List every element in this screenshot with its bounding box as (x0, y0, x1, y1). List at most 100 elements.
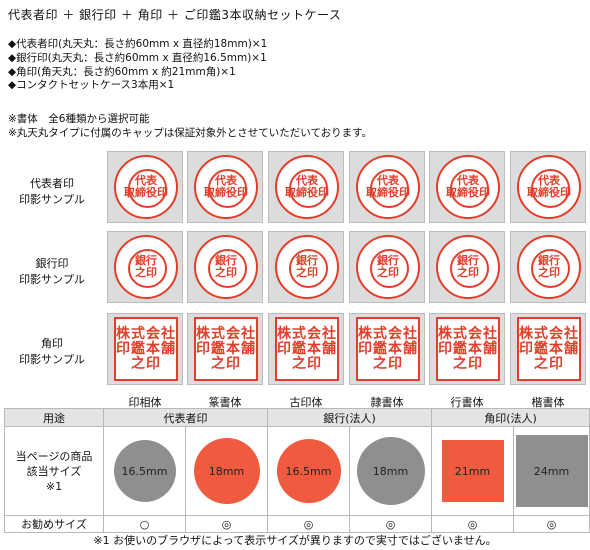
style-label: 楷書体 (531, 396, 565, 409)
seal-text: 銀行 之印 (457, 254, 479, 279)
seal-impression: 銀行 之印 (517, 235, 581, 299)
seal-cell-ginko: 銀行 之印 (510, 231, 586, 303)
style-label: 古印体 (289, 396, 323, 409)
header-cell: 用途 (4, 408, 104, 427)
recommend-mark: ◎ (267, 515, 350, 533)
spec-list: ◆代表者印(丸天丸：長さ約60mm x 直径約18mm)×1 ◆銀行印(丸天丸：… (8, 38, 267, 93)
notes: ※書体 全6種類から選択可能 ※丸天丸タイプに付属のキャップは保証対象外とさせて… (8, 112, 372, 140)
seal-cell-ginko: 銀行 之印 (268, 231, 344, 303)
seal-text: 銀行 之印 (296, 254, 318, 279)
seal-impression: 代表 取締役印 (436, 155, 500, 219)
recommend-mark: ◎ (349, 515, 432, 533)
footnote: ※1 お使いのブラウザによって表示サイズが異りますので実寸ではございません。 (93, 534, 497, 547)
seal-cell-ginko: 銀行 之印 (187, 231, 263, 303)
spec-item: ◆代表者印(丸天丸：長さ約60mm x 直径約18mm)×1 (8, 38, 268, 50)
seal-text: 株式会社 印鑑本舗 之印 (196, 325, 256, 372)
size-table: 用途 代表者印 銀行(法人) 角印(法人) 当ページの商品 該当サイズ ※1 1… (4, 408, 590, 533)
spec-item: ◆銀行印(丸天丸：長さ約60mm x 直径約16.5mm)×1 (8, 51, 267, 64)
row-label-text: 印影サンプル (19, 353, 85, 366)
style-label: 行書体 (450, 396, 484, 409)
row-label-text: 銀行印 (35, 257, 69, 270)
seal-text: 銀行 之印 (377, 254, 399, 279)
style-label: 隷書体 (370, 396, 404, 409)
row-label-line: 該当サイズ (26, 464, 82, 478)
header-cell: 代表者印 (103, 408, 268, 427)
seal-text: 代表 取締役印 (204, 174, 248, 199)
seal-impression: 代表 取締役印 (356, 155, 420, 219)
seal-text: 代表 取締役印 (366, 174, 410, 199)
seal-cell-daihyo: 代表 取締役印 (510, 151, 586, 223)
seal-text: 代表 取締役印 (446, 174, 490, 199)
recommend-mark: ○ (103, 515, 186, 533)
size-circle: 18mm (356, 437, 425, 505)
size-cell: 16.5mm (267, 426, 350, 516)
seal-cell-daihyo: 代表 取締役印 (349, 151, 425, 223)
seal-text: 銀行 之印 (538, 254, 560, 279)
size-cell: 24mm (513, 426, 590, 516)
size-row-label: 当ページの商品 該当サイズ ※1 (4, 426, 104, 516)
header-cell: 銀行(法人) (267, 408, 432, 427)
row-label-text: 印影サンプル (19, 193, 85, 206)
seal-impression: 銀行 之印 (114, 235, 178, 299)
seal-cell-ginko: 銀行 之印 (349, 231, 425, 303)
row-label-daihyo: 代表者印 印影サンプル (0, 176, 104, 208)
spec-item: ◆コンタクトセットケース3本用×1 (8, 79, 175, 92)
seal-impression: 株式会社 印鑑本舗 之印 (436, 317, 500, 381)
seal-impression: 銀行 之印 (436, 235, 500, 299)
seal-impression: 銀行 之印 (194, 235, 258, 299)
style-label: 印相体 (128, 396, 162, 409)
row-label-line: ※1 (45, 479, 63, 493)
seal-cell-daihyo: 代表 取締役印 (107, 151, 183, 223)
recommend-mark: ◎ (185, 515, 268, 533)
seal-text: 株式会社 印鑑本舗 之印 (358, 325, 418, 372)
size-table-header: 用途 代表者印 銀行(法人) 角印(法人) (4, 408, 590, 427)
seal-cell-kaku: 株式会社 印鑑本舗 之印 (268, 313, 344, 385)
size-cell: 21mm (431, 426, 514, 516)
row-label-line: 当ページの商品 (15, 449, 93, 463)
size-square: 24mm (515, 435, 588, 507)
header-cell: 角印(法人) (431, 408, 590, 427)
size-cell: 16.5mm (103, 426, 186, 516)
seal-cell-kaku: 株式会社 印鑑本舗 之印 (429, 313, 505, 385)
size-cell: 18mm (349, 426, 432, 516)
seal-cell-kaku: 株式会社 印鑑本舗 之印 (187, 313, 263, 385)
seal-cell-kaku: 株式会社 印鑑本舗 之印 (510, 313, 586, 385)
note-item: ※丸天丸タイプに付属のキャップは保証対象外とさせていただいております。 (8, 127, 373, 139)
seal-text: 代表 取締役印 (124, 174, 168, 199)
page-title: 代表者印 ＋ 銀行印 ＋ 角印 ＋ ご印鑑3本収納セットケース (8, 8, 342, 22)
seal-text: 株式会社 印鑑本舗 之印 (519, 325, 579, 372)
seal-impression: 代表 取締役印 (517, 155, 581, 219)
seal-text: 株式会社 印鑑本舗 之印 (277, 325, 337, 372)
seal-text: 代表 取締役印 (527, 174, 571, 199)
recommend-label: お勧めサイズ (4, 515, 104, 533)
style-label: 篆書体 (208, 396, 242, 409)
size-cell: 18mm (185, 426, 268, 516)
seal-impression: 株式会社 印鑑本舗 之印 (114, 317, 178, 381)
seal-impression: 代表 取締役印 (114, 155, 178, 219)
seal-cell-kaku: 株式会社 印鑑本舗 之印 (349, 313, 425, 385)
seal-cell-daihyo: 代表 取締役印 (429, 151, 505, 223)
seal-cell-daihyo: 代表 取締役印 (268, 151, 344, 223)
spec-item: ◆角印(角天丸：長さ約60mm x 約21mm角)×1 (8, 65, 236, 78)
size-circle: 16.5mm (276, 439, 341, 503)
size-circle: 18mm (193, 438, 260, 504)
seal-impression: 銀行 之印 (356, 235, 420, 299)
seal-impression: 銀行 之印 (275, 235, 339, 299)
seal-text: 株式会社 印鑑本舗 之印 (116, 325, 176, 372)
seal-impression: 株式会社 印鑑本舗 之印 (275, 317, 339, 381)
seal-text: 銀行 之印 (135, 254, 157, 279)
recommend-row: お勧めサイズ ○ ◎ ◎ ◎ ◎ ◎ (4, 515, 590, 533)
size-circle: 16.5mm (113, 440, 176, 502)
seal-cell-ginko: 銀行 之印 (429, 231, 505, 303)
seal-cell-ginko: 銀行 之印 (107, 231, 183, 303)
size-square: 21mm (441, 440, 504, 502)
seal-cell-daihyo: 代表 取締役印 (187, 151, 263, 223)
recommend-mark: ◎ (431, 515, 514, 533)
seal-impression: 株式会社 印鑑本舗 之印 (356, 317, 420, 381)
seal-impression: 株式会社 印鑑本舗 之印 (517, 317, 581, 381)
seal-text: 株式会社 印鑑本舗 之印 (438, 325, 498, 372)
seal-cell-kaku: 株式会社 印鑑本舗 之印 (107, 313, 183, 385)
seal-impression: 代表 取締役印 (275, 155, 339, 219)
row-label-text: 角印 (41, 337, 63, 350)
seal-text: 銀行 之印 (215, 254, 237, 279)
